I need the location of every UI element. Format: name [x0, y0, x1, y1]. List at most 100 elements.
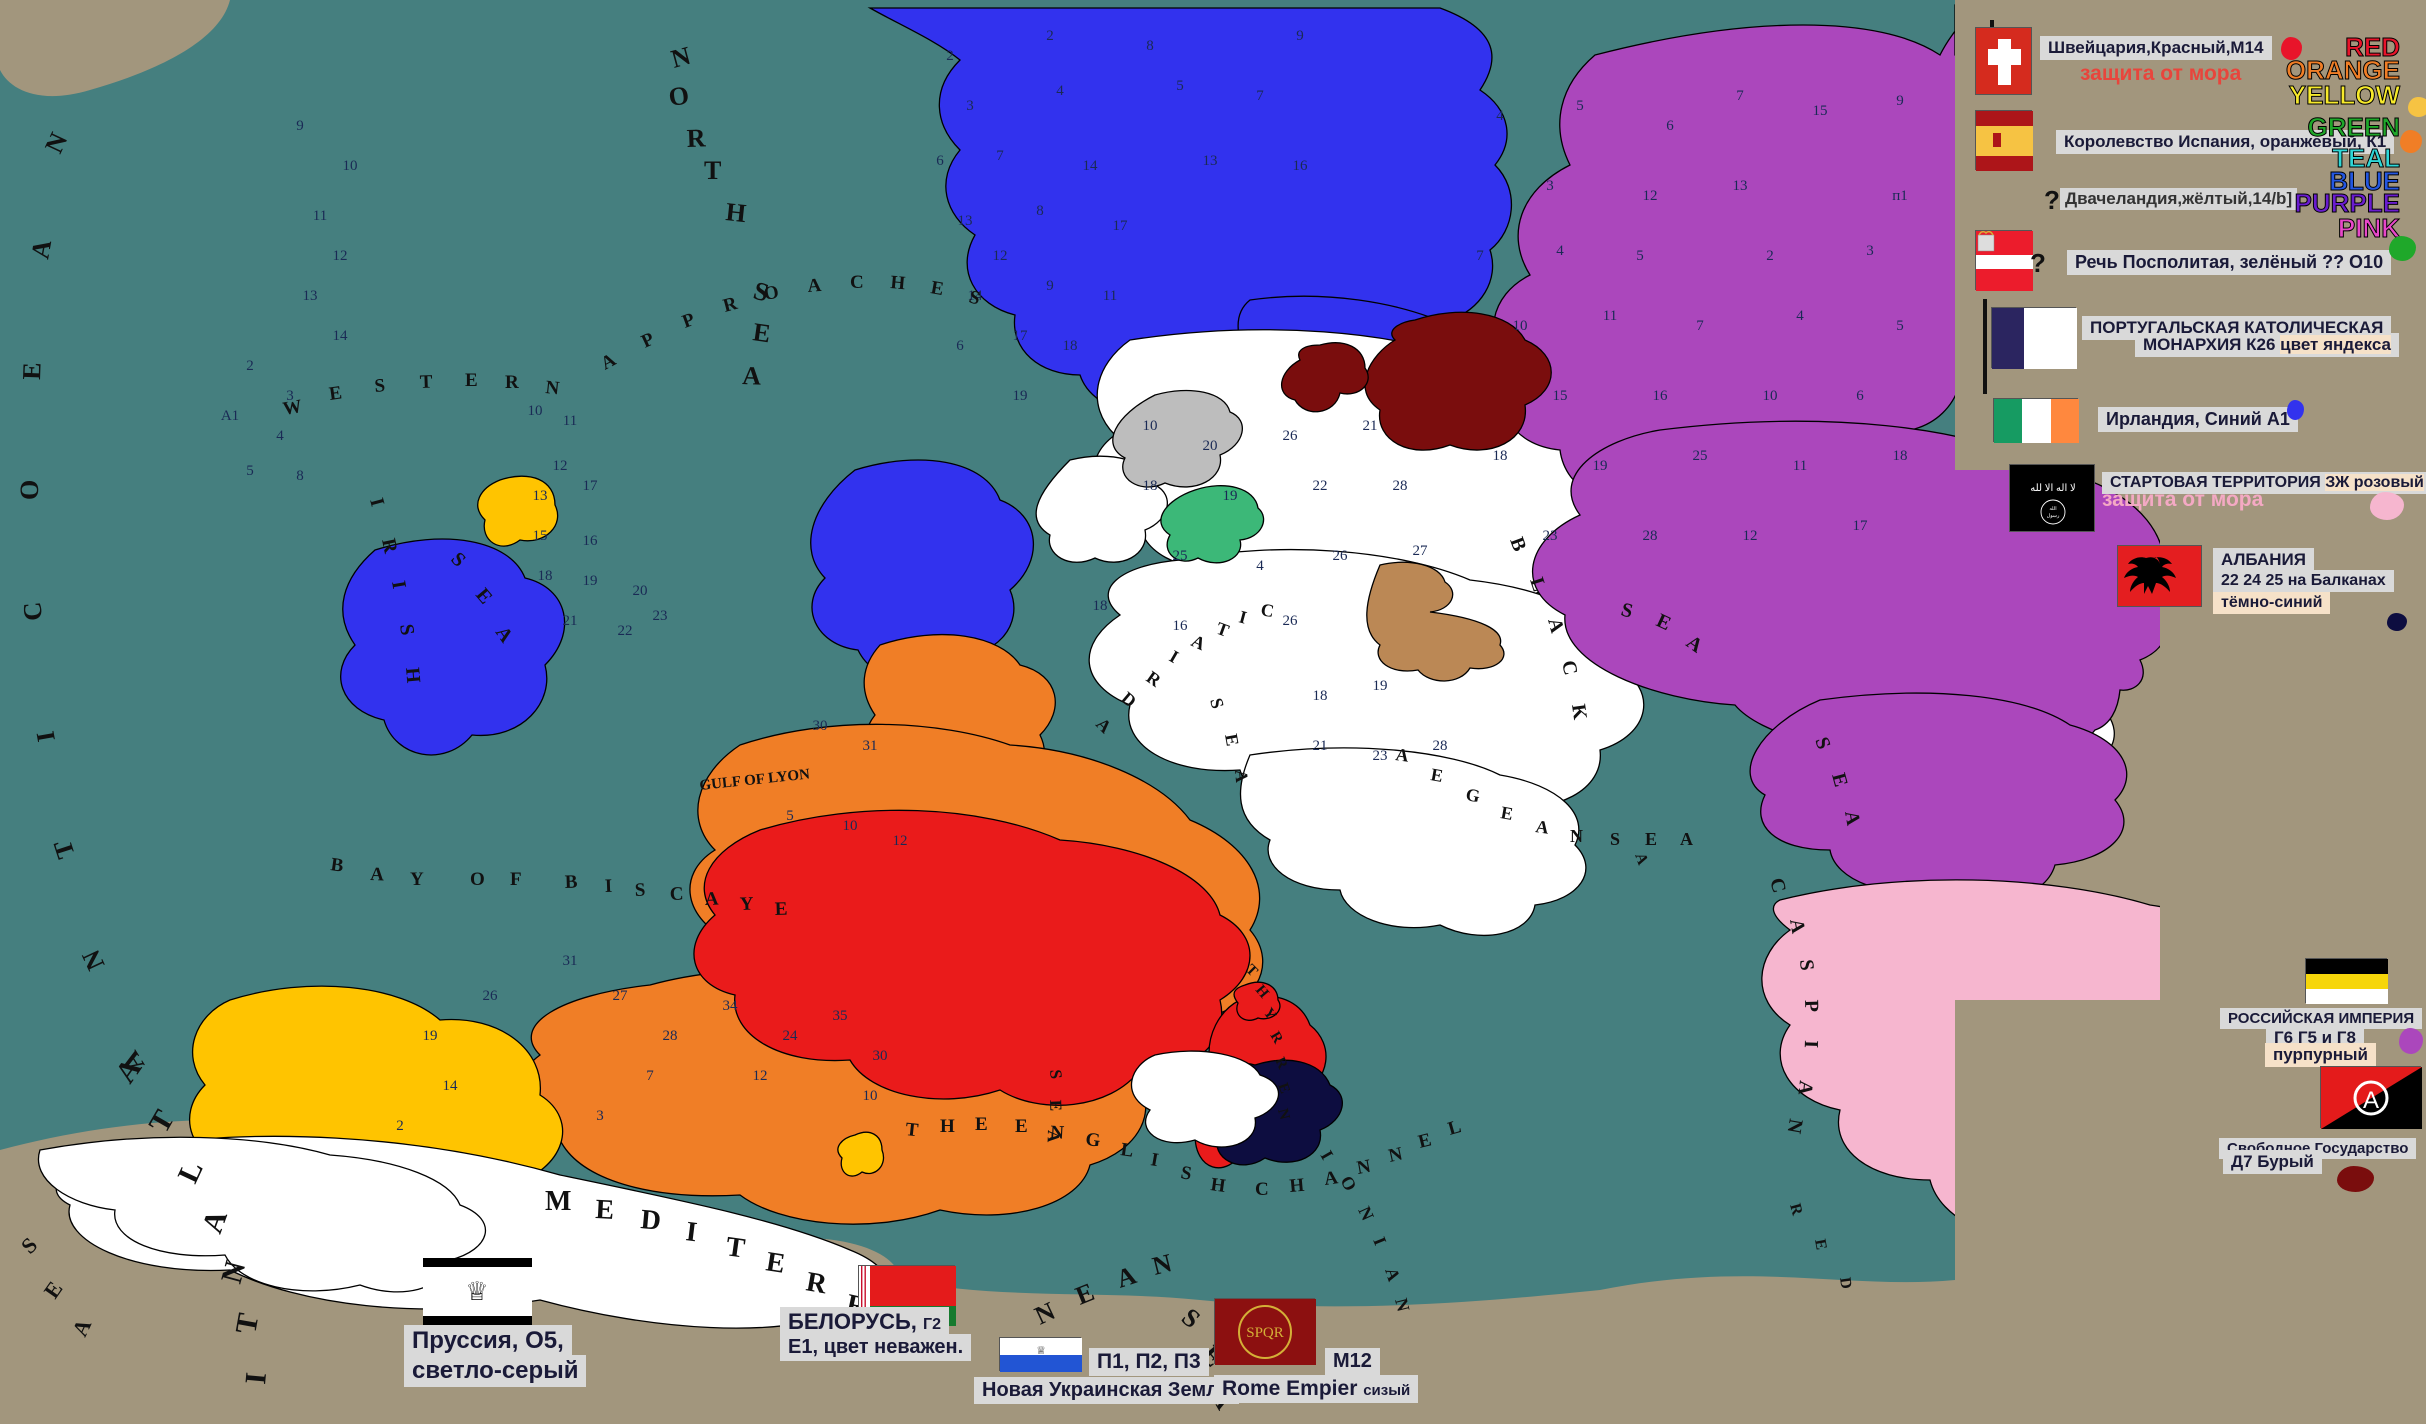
svg-text:A: A [704, 889, 719, 910]
svg-text:17: 17 [1853, 518, 1869, 534]
svg-text:19: 19 [1593, 458, 1608, 474]
svg-text:6: 6 [956, 338, 964, 354]
svg-text:M: M [545, 1186, 571, 1217]
svg-text:3: 3 [596, 1108, 604, 1124]
svg-text:21: 21 [563, 613, 578, 629]
svg-text:19: 19 [423, 1028, 438, 1044]
svg-text:T: T [419, 372, 433, 393]
svg-text:لا اله الا لله: لا اله الا لله [2030, 483, 2075, 494]
svg-text:9: 9 [1296, 28, 1304, 44]
svg-text:п1: п1 [1892, 188, 1908, 204]
svg-text:S: S [1795, 959, 1818, 972]
svg-text:SPQR: SPQR [1246, 1325, 1284, 1341]
svg-text:34: 34 [723, 998, 739, 1014]
svg-text:O: O [470, 869, 485, 890]
svg-text:4: 4 [1256, 558, 1264, 574]
svg-text:G: G [1084, 1129, 1101, 1151]
svg-text:E: E [595, 1194, 615, 1226]
svg-text:12: 12 [993, 248, 1008, 264]
svg-text:5: 5 [1636, 248, 1644, 264]
svg-text:28: 28 [663, 1028, 678, 1044]
svg-text:T: T [704, 156, 721, 185]
svg-text:24: 24 [783, 1028, 799, 1044]
svg-text:14: 14 [1083, 158, 1099, 174]
svg-text:28: 28 [1433, 738, 1448, 754]
svg-text:رسول: رسول [2047, 513, 2060, 519]
svg-text:26: 26 [1283, 428, 1299, 444]
svg-text:28: 28 [1393, 478, 1408, 494]
svg-text:20: 20 [633, 583, 648, 599]
svg-text:4: 4 [1796, 308, 1804, 324]
svg-text:26: 26 [1283, 613, 1299, 629]
svg-text:♕: ♕ [465, 1276, 488, 1306]
svg-text:19: 19 [1223, 488, 1238, 504]
svg-text:А1: А1 [221, 408, 239, 424]
svg-text:17: 17 [1013, 328, 1029, 344]
svg-text:6: 6 [1666, 118, 1674, 134]
svg-text:E: E [465, 370, 478, 391]
svg-text:E: E [975, 1114, 988, 1135]
svg-text:W: W [281, 396, 303, 420]
svg-text:12: 12 [1643, 188, 1658, 204]
svg-text:A: A [1231, 769, 1252, 784]
svg-text:2: 2 [246, 358, 254, 374]
svg-text:15: 15 [533, 528, 548, 544]
svg-text:11: 11 [1793, 458, 1807, 474]
svg-text:5: 5 [786, 808, 794, 824]
svg-text:19: 19 [1373, 678, 1388, 694]
svg-text:7: 7 [996, 148, 1004, 164]
svg-text:6: 6 [936, 153, 944, 169]
svg-text:H: H [1209, 1174, 1227, 1197]
svg-text:20: 20 [1203, 438, 1218, 454]
svg-text:11: 11 [313, 208, 327, 224]
svg-text:15: 15 [1553, 388, 1568, 404]
svg-text:10: 10 [1513, 318, 1528, 334]
svg-text:13: 13 [533, 488, 548, 504]
svg-text:21: 21 [1313, 738, 1328, 754]
svg-text:O: O [15, 480, 44, 500]
svg-text:5: 5 [1576, 98, 1584, 114]
svg-text:16: 16 [1173, 618, 1189, 634]
svg-text:N: N [544, 377, 560, 399]
svg-text:A: A [1044, 1130, 1063, 1144]
svg-text:15: 15 [1813, 103, 1828, 119]
svg-text:12: 12 [893, 833, 908, 849]
svg-text:♕: ♕ [1036, 1345, 1046, 1357]
svg-text:14: 14 [443, 1078, 459, 1094]
svg-text:17: 17 [1113, 218, 1129, 234]
svg-text:N: N [1570, 826, 1583, 846]
svg-text:25: 25 [1173, 548, 1188, 564]
svg-text:12: 12 [553, 458, 568, 474]
svg-text:S: S [1046, 1069, 1066, 1080]
svg-text:E: E [17, 362, 47, 380]
svg-text:R: R [686, 123, 706, 153]
svg-text:11: 11 [1103, 288, 1117, 304]
svg-text:23: 23 [1543, 528, 1558, 544]
svg-text:19: 19 [583, 573, 598, 589]
svg-text:8: 8 [1146, 38, 1154, 54]
svg-text:3: 3 [966, 98, 974, 114]
svg-text:10: 10 [843, 818, 858, 834]
svg-text:21: 21 [1363, 418, 1378, 434]
svg-text:22: 22 [1313, 478, 1328, 494]
svg-text:7: 7 [646, 1068, 654, 1084]
svg-text:16: 16 [1653, 388, 1669, 404]
svg-text:H: H [1289, 1175, 1306, 1197]
svg-text:27: 27 [1413, 543, 1429, 559]
svg-text:26: 26 [483, 988, 499, 1004]
svg-text:A: A [807, 275, 823, 297]
svg-text:18: 18 [1313, 688, 1328, 704]
svg-text:17: 17 [583, 478, 599, 494]
svg-text:E: E [774, 899, 787, 920]
svg-text:S: S [374, 375, 386, 397]
svg-text:A: A [1534, 816, 1550, 838]
svg-text:12: 12 [333, 248, 348, 264]
svg-text:A: A [1680, 829, 1693, 849]
svg-text:31: 31 [863, 738, 878, 754]
svg-text:4: 4 [1556, 243, 1564, 259]
svg-text:31: 31 [563, 953, 578, 969]
svg-text:3: 3 [1546, 178, 1554, 194]
svg-text:10: 10 [1763, 388, 1778, 404]
svg-text:T: T [904, 1119, 919, 1141]
svg-text:10: 10 [863, 1088, 878, 1104]
